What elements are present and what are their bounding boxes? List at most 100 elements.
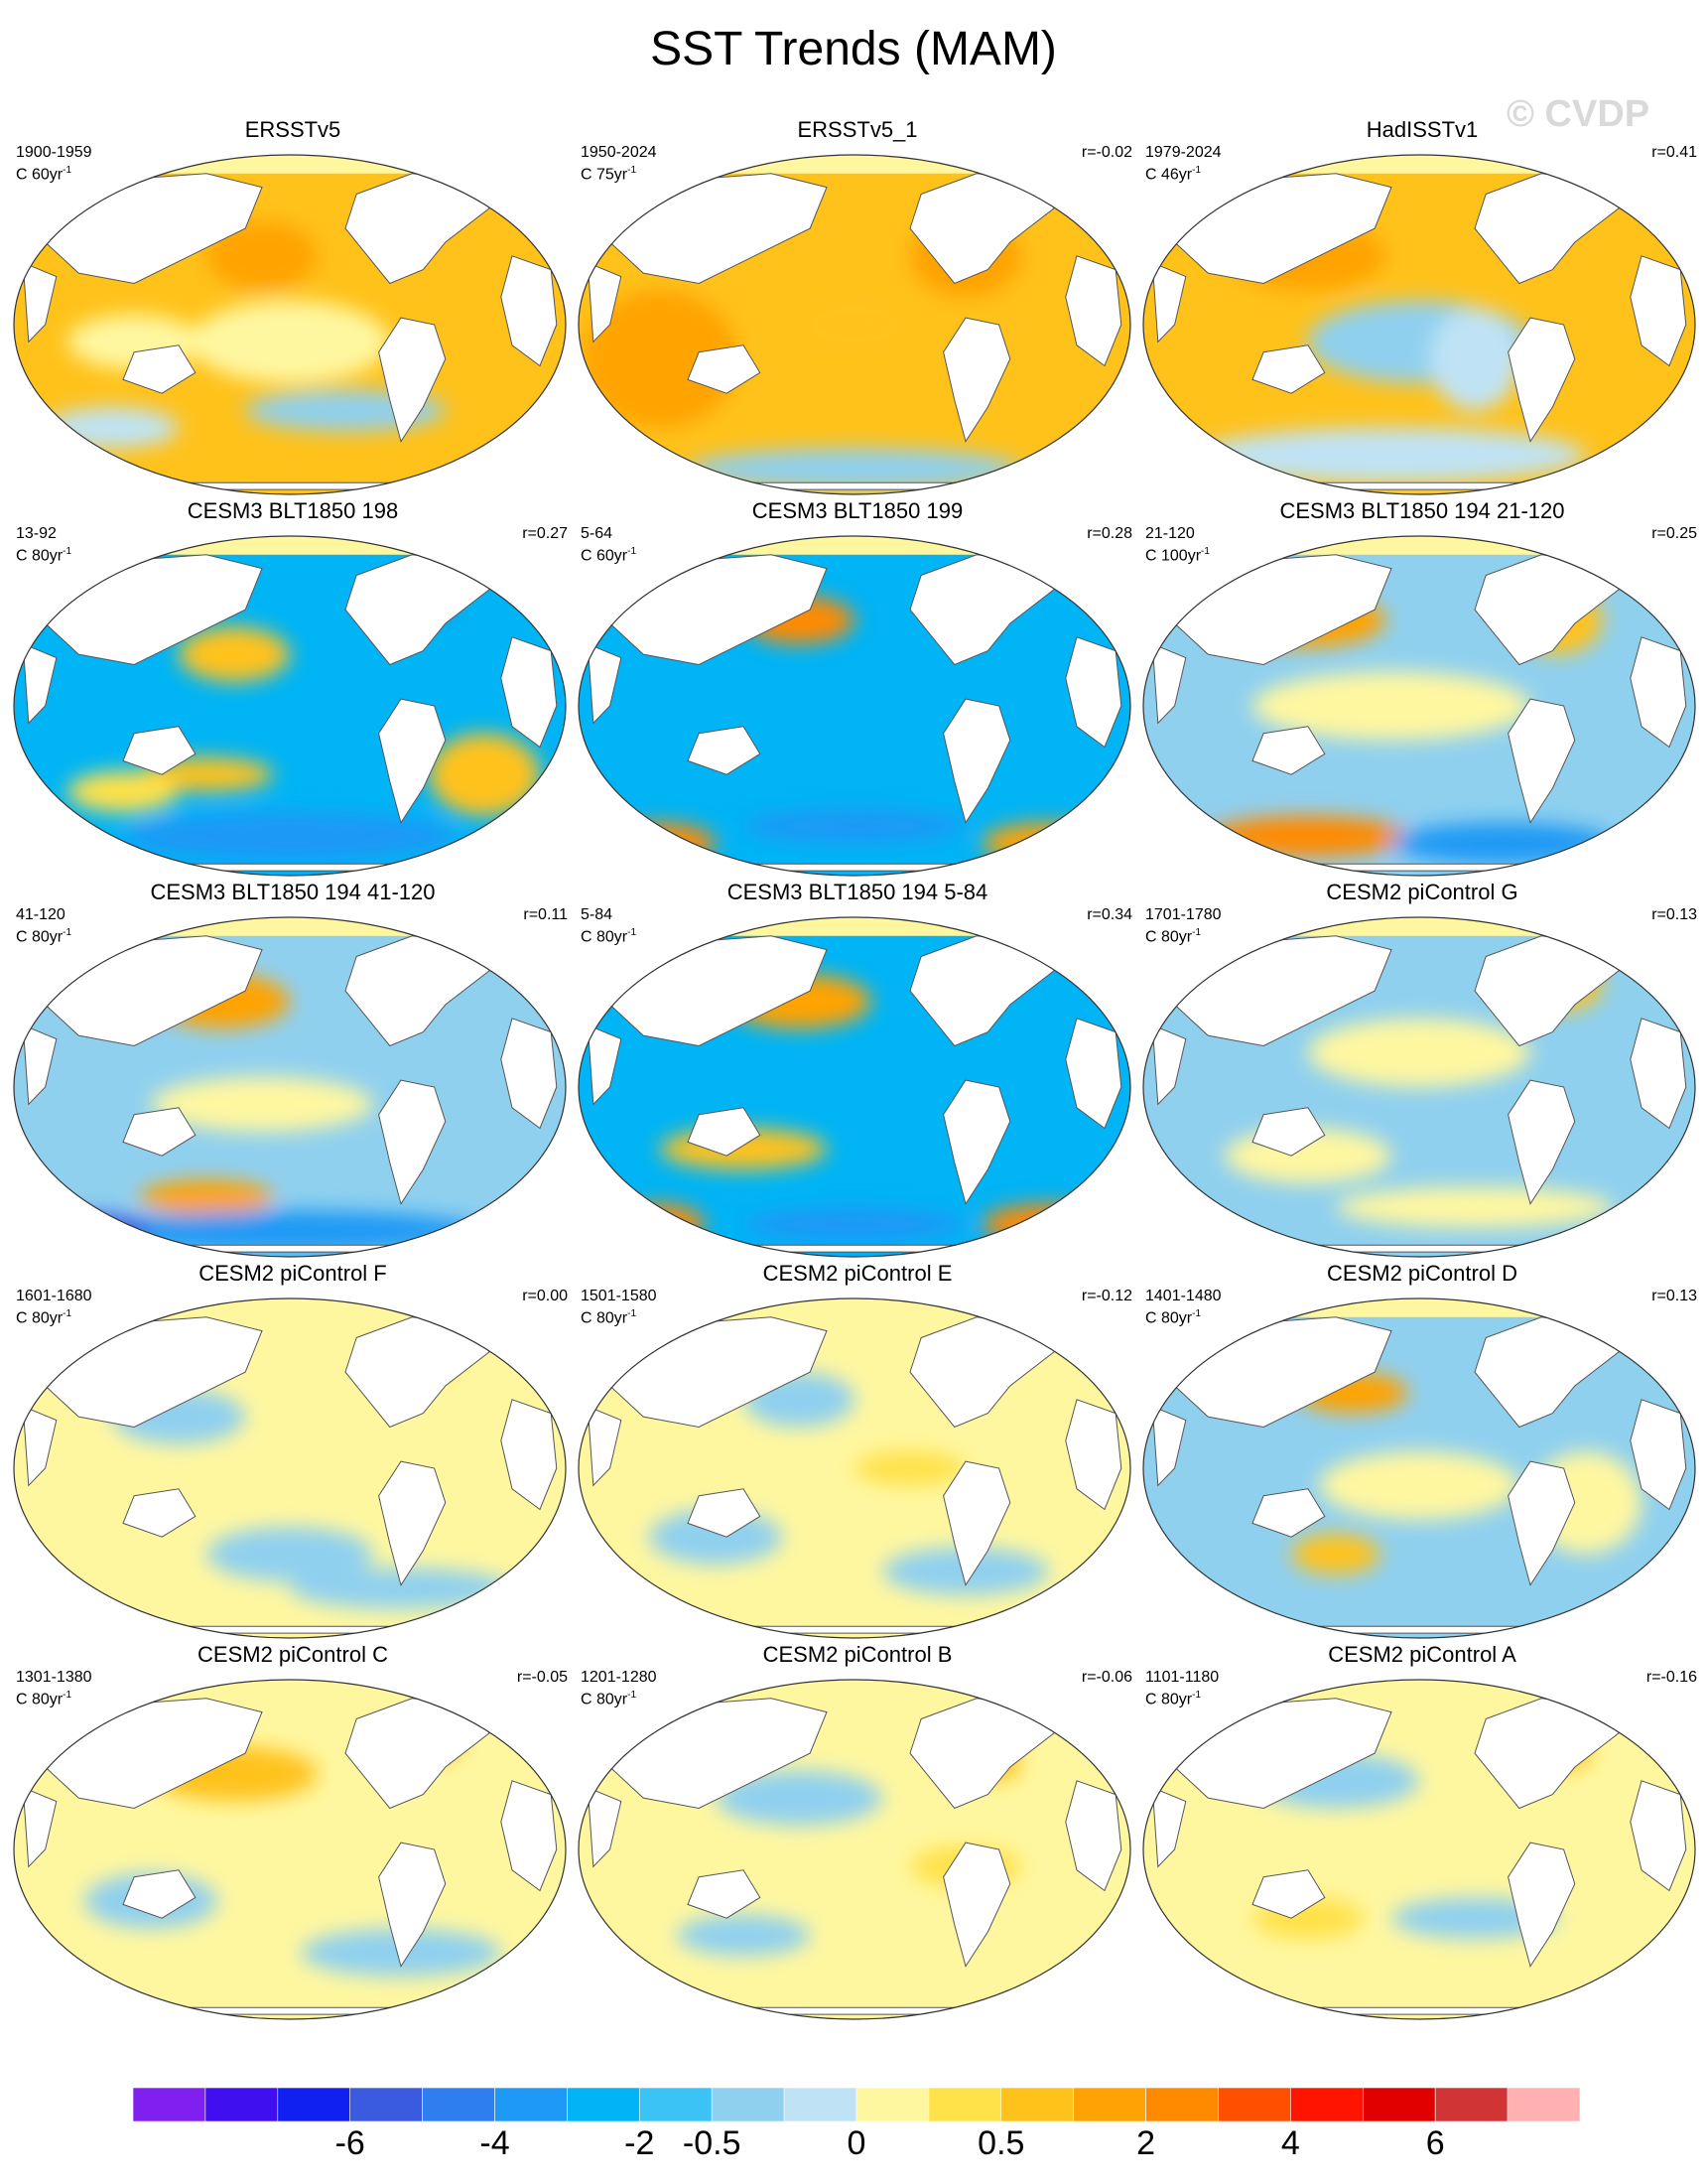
trend-anomaly-region xyxy=(429,733,540,816)
panel-years: 5-64 xyxy=(581,525,613,542)
landmass xyxy=(943,1842,1011,1968)
landmass xyxy=(1251,1869,1326,1919)
colorbar-swatch xyxy=(277,2087,350,2122)
panel-correlation: r=-0.06 xyxy=(1081,1669,1132,1686)
panel-years: 1501-1580 xyxy=(581,1288,657,1304)
colorbar-swatch xyxy=(1290,2087,1364,2122)
panel-years: 1401-1480 xyxy=(1145,1288,1222,1304)
sst-trend-map xyxy=(1142,1297,1696,1639)
panel-units: C 80yr-1 xyxy=(16,543,71,565)
arctic-band xyxy=(14,1680,566,1699)
landmass xyxy=(378,1079,447,1205)
landmass xyxy=(1508,1460,1576,1586)
landmass xyxy=(1251,1107,1326,1157)
map-panel: CESM2 piControl F 1601-1680 C 80yr-1 r=0.00 xyxy=(12,1261,574,1643)
landmass xyxy=(687,1244,1022,1253)
map-border xyxy=(578,1679,1131,2020)
landmass xyxy=(22,261,58,343)
panel-correlation: r=-0.12 xyxy=(1081,1288,1132,1304)
colorbar-swatch xyxy=(783,2087,857,2122)
panel-years: 21-120 xyxy=(1145,525,1195,542)
landmass xyxy=(378,1460,447,1586)
panel-years: 1201-1280 xyxy=(581,1669,657,1686)
landmass xyxy=(943,698,1011,824)
colorbar-swatch xyxy=(422,2087,495,2122)
panel-title: CESM2 piControl B xyxy=(762,1642,953,1667)
units-text: C 80yr xyxy=(16,928,64,946)
landmass xyxy=(687,1488,761,1538)
units-text: C 100yr xyxy=(1145,547,1202,565)
landmass xyxy=(1251,726,1326,775)
panel-correlation: r=-0.02 xyxy=(1081,144,1132,161)
units-exponent: -1 xyxy=(63,1308,72,1319)
colorbar-tick-label: -2 xyxy=(624,2124,655,2162)
trend-anomaly-region xyxy=(1319,1450,1519,1520)
landmass xyxy=(687,1107,761,1157)
panel-units: C 75yr-1 xyxy=(581,162,636,184)
panel-title: HadISSTv1 xyxy=(1366,117,1479,142)
map-border xyxy=(13,1297,567,1639)
panel-units: C 80yr-1 xyxy=(1145,1305,1201,1327)
colorbar-tick-label: 4 xyxy=(1280,2124,1300,2162)
panel-title: CESM2 piControl A xyxy=(1328,1642,1516,1667)
panel-years: 1950-2024 xyxy=(581,144,657,161)
panel-years: 1979-2024 xyxy=(1145,144,1222,161)
landmass xyxy=(1151,642,1187,725)
landmass xyxy=(687,481,1022,490)
panel-years: 1900-1959 xyxy=(16,144,92,161)
map-border xyxy=(578,916,1131,1258)
arctic-band xyxy=(1143,155,1695,174)
panel-correlation: r=0.27 xyxy=(522,525,568,542)
units-exponent: -1 xyxy=(627,1690,637,1701)
units-text: C 46yr xyxy=(1145,166,1193,184)
sst-trend-map xyxy=(13,535,567,877)
trend-anomaly-region xyxy=(604,822,716,865)
panel-correlation: r=0.13 xyxy=(1651,1288,1697,1304)
landmass xyxy=(587,1024,622,1106)
map-border xyxy=(13,916,567,1258)
colorbar-tick-label: 0.5 xyxy=(978,2124,1025,2162)
colorbar-swatch xyxy=(494,2087,568,2122)
colorbar-tick-label: 0 xyxy=(847,2124,866,2162)
panel-title: CESM3 BLT1850 194 21-120 xyxy=(1279,498,1565,523)
panel-title: ERSSTv5_1 xyxy=(797,117,918,142)
panel-units: C 60yr-1 xyxy=(581,543,636,565)
trend-anomaly-region xyxy=(1197,427,1586,483)
map-panel: CESM2 piControl G 1701-1780 C 80yr-1 r=0.13 xyxy=(1141,880,1703,1262)
cvdp-watermark: © CVDP xyxy=(1507,93,1650,135)
landmass xyxy=(943,1460,1011,1586)
landmass xyxy=(378,317,447,443)
colorbar-tick-label: 2 xyxy=(1136,2124,1156,2162)
map-border xyxy=(578,1297,1131,1639)
arctic-band xyxy=(1143,1298,1695,1317)
map-border xyxy=(578,154,1131,495)
arctic-band xyxy=(579,917,1130,936)
landmass xyxy=(122,1244,458,1253)
trend-anomaly-region xyxy=(982,822,1116,865)
panel-title: CESM3 BLT1850 198 xyxy=(187,498,399,523)
colorbar-swatch xyxy=(1507,2087,1581,2122)
panel-title: CESM2 piControl C xyxy=(197,1642,388,1667)
landmass xyxy=(1508,317,1576,443)
panel-correlation: r=0.11 xyxy=(523,906,568,923)
trend-anomaly-region xyxy=(1208,815,1408,858)
panel-units: C 80yr-1 xyxy=(16,1687,71,1708)
panel-years: 13-92 xyxy=(16,525,57,542)
landmass xyxy=(122,1625,458,1634)
landmass xyxy=(122,1107,197,1157)
colorbar-tick-label: 6 xyxy=(1425,2124,1445,2162)
units-exponent: -1 xyxy=(1192,1308,1202,1319)
landmass xyxy=(122,1488,197,1538)
panel-years: 1101-1180 xyxy=(1145,1669,1220,1686)
landmass xyxy=(122,344,197,394)
trend-anomaly-region xyxy=(854,1450,966,1486)
trend-anomaly-region xyxy=(982,1203,1116,1246)
sst-trend-map xyxy=(578,916,1131,1258)
landmass xyxy=(1251,1488,1326,1538)
units-exponent: -1 xyxy=(627,546,637,557)
landmass xyxy=(1151,1405,1187,1487)
trend-anomaly-region xyxy=(582,290,738,428)
panel-units: C 100yr-1 xyxy=(1145,543,1210,565)
map-panel: ERSSTv5 1900-1959 C 60yr-1 xyxy=(12,117,574,499)
map-panel: CESM3 BLT1850 194 41-120 41-120 C 80yr-1 r=… xyxy=(12,880,574,1262)
